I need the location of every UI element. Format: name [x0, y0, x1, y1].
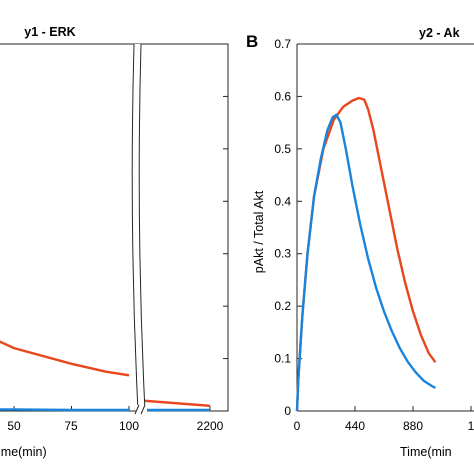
panel-b-x-tick-label: 0 — [294, 419, 301, 433]
axis-break-fill — [132, 44, 145, 411]
axis-break — [131, 43, 147, 417]
panel-b-x-axis-label: Time(min — [400, 445, 452, 459]
axis-break-left-line — [131, 43, 139, 412]
panel-a-x-tick-label: 75 — [64, 419, 78, 433]
panel-b-y-tick-label: 0.1 — [274, 352, 291, 366]
panel-b-x-tick-label: 1 — [468, 419, 474, 433]
panel-a-x-tick-label: 100 — [119, 419, 139, 433]
panel-b-letter: B — [246, 32, 258, 51]
panel-b-series-line-2 — [295, 113, 436, 412]
panel-a-x-tick-label: 50 — [7, 419, 21, 433]
panel-a-x-axis-label: ime(min) — [0, 445, 47, 459]
panel-b-series — [295, 96, 437, 412]
panel-b-x-tick-label: 440 — [345, 419, 365, 433]
panel-a-right-ticks — [223, 95, 228, 360]
panel-a-title: y1 - ERK — [24, 25, 75, 39]
panel-b-y-tick-label: 0.3 — [274, 247, 291, 261]
axis-break-gap — [136, 405, 147, 417]
panel-b: B y2 - Ak 0 0.1 0.2 0.3 0.4 0.5 0.6 0.7 0 440 880… — [246, 26, 474, 459]
panel-a-series-line-1 — [0, 340, 211, 407]
panel-b-title: y2 - Ak — [419, 26, 460, 40]
panel-a-series — [0, 340, 211, 412]
panel-a-series-line-2 — [0, 408, 210, 412]
panel-b-y-tick-label: 0.6 — [274, 89, 291, 103]
panel-b-y-tick-label: 0 — [284, 404, 291, 418]
panel-a: y1 - ERK 50 75 100 2200 ime(min) — [0, 25, 229, 459]
panel-b-y-axis-label: pAkt / Total Akt — [252, 190, 266, 273]
panel-b-x-ticks: 0 440 880 1 — [294, 406, 474, 433]
axis-break-mark-2 — [140, 404, 146, 415]
panel-b-y-ticks: 0 0.1 0.2 0.3 0.4 0.5 0.6 0.7 — [274, 37, 302, 418]
panel-b-y-tick-label: 0.7 — [274, 37, 291, 51]
panel-b-x-tick-label: 880 — [403, 419, 423, 433]
axis-break-mark-1 — [134, 404, 140, 415]
panel-a-x-tick-label: 2200 — [197, 419, 224, 433]
panel-b-y-tick-label: 0.4 — [274, 194, 291, 208]
panel-a-axes-frame — [0, 43, 229, 412]
panel-b-y-tick-label: 0.5 — [274, 142, 291, 156]
panel-b-y-tick-label: 0.2 — [274, 299, 291, 313]
axis-break-right-line — [138, 43, 146, 412]
